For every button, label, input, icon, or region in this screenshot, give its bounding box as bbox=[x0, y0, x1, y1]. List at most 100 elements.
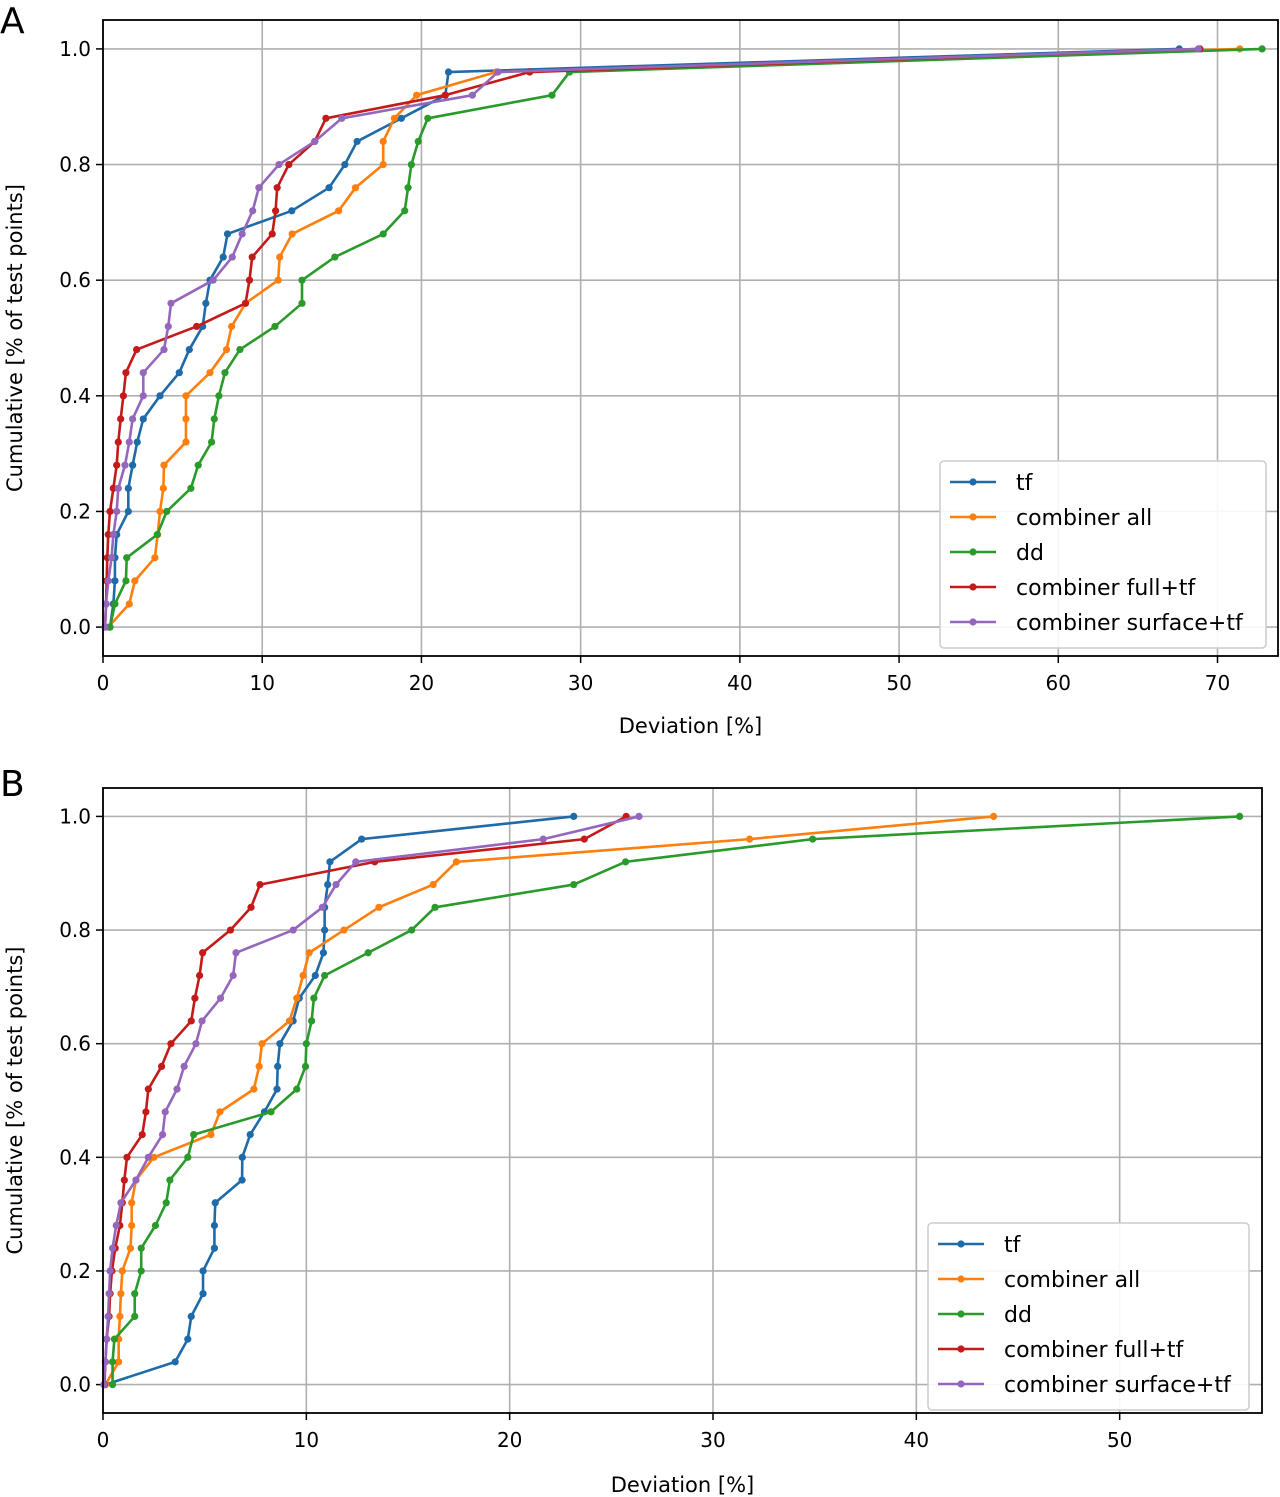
x-tick-label: 50 bbox=[1107, 1428, 1132, 1452]
x-tick-label: 30 bbox=[700, 1428, 725, 1452]
data-point bbox=[324, 880, 332, 889]
legend-item: tf bbox=[938, 1233, 1022, 1258]
data-point bbox=[167, 299, 175, 307]
data-point bbox=[199, 949, 207, 957]
legend-label: combiner surface+tf bbox=[1016, 611, 1244, 636]
legend-label: combiner surface+tf bbox=[1004, 1373, 1232, 1398]
data-point bbox=[267, 1108, 275, 1116]
series-combiner-surface-tf bbox=[100, 812, 643, 1389]
data-point bbox=[397, 114, 405, 122]
data-point bbox=[195, 971, 204, 980]
series-line bbox=[108, 47, 1180, 628]
legend-swatch-marker bbox=[957, 1240, 965, 1248]
data-point bbox=[310, 994, 318, 1002]
legend: tf combiner all dd combiner full+tf combiner… bbox=[939, 460, 1267, 649]
data-point bbox=[621, 858, 630, 866]
data-point bbox=[299, 971, 307, 980]
data-point bbox=[580, 835, 588, 843]
data-point bbox=[228, 322, 236, 331]
data-point bbox=[111, 600, 119, 608]
data-point bbox=[106, 1267, 114, 1275]
data-point bbox=[210, 1244, 219, 1252]
data-point bbox=[171, 1358, 179, 1366]
data-point bbox=[321, 926, 329, 934]
data-point bbox=[273, 184, 281, 192]
legend-label: tf bbox=[1004, 1233, 1022, 1258]
data-point bbox=[112, 1221, 120, 1230]
data-point bbox=[570, 812, 578, 821]
series-line bbox=[105, 815, 574, 1386]
legend-swatch-marker bbox=[957, 1310, 965, 1318]
data-point bbox=[401, 207, 409, 215]
legend-item: combiner surface+tf bbox=[938, 1373, 1232, 1398]
data-point bbox=[229, 971, 237, 980]
data-point bbox=[273, 1085, 281, 1093]
data-point bbox=[187, 484, 195, 492]
data-point bbox=[271, 322, 279, 331]
data-point bbox=[298, 276, 306, 284]
data-point bbox=[184, 1335, 192, 1343]
data-point bbox=[123, 1153, 131, 1161]
data-point bbox=[133, 438, 141, 446]
data-point bbox=[184, 1153, 192, 1161]
data-point bbox=[407, 160, 415, 169]
data-point bbox=[198, 1017, 206, 1025]
data-point bbox=[241, 299, 250, 307]
data-point bbox=[125, 438, 133, 446]
data-point bbox=[326, 858, 334, 866]
legend-item: combiner full+tf bbox=[938, 1338, 1185, 1363]
series-combiner-all bbox=[101, 812, 998, 1389]
data-point bbox=[103, 1335, 111, 1343]
x-tick-label: 40 bbox=[727, 671, 752, 695]
data-point bbox=[255, 1062, 263, 1071]
legend-label: dd bbox=[1016, 541, 1044, 566]
data-point bbox=[223, 230, 232, 238]
data-point bbox=[276, 253, 284, 261]
panel-label: B bbox=[0, 764, 25, 805]
data-point bbox=[245, 276, 254, 284]
data-point bbox=[375, 903, 383, 911]
data-point bbox=[128, 1199, 136, 1207]
y-tick-label: 0.0 bbox=[59, 1373, 91, 1397]
data-point bbox=[156, 392, 164, 400]
data-point bbox=[226, 926, 235, 934]
data-point bbox=[191, 994, 199, 1002]
data-point bbox=[210, 1221, 219, 1230]
y-tick-label: 0.2 bbox=[59, 499, 91, 523]
data-point bbox=[175, 369, 183, 377]
series-line bbox=[103, 47, 1199, 628]
data-point bbox=[144, 1153, 152, 1161]
data-point bbox=[340, 926, 348, 934]
data-point bbox=[121, 461, 129, 469]
data-point bbox=[137, 1244, 145, 1252]
data-point bbox=[117, 415, 125, 423]
data-point bbox=[746, 835, 754, 843]
legend-item: combiner all bbox=[950, 506, 1152, 531]
data-point bbox=[109, 530, 117, 539]
data-point bbox=[444, 68, 453, 76]
data-point bbox=[105, 1290, 113, 1298]
chart-panel-b: 0 10 20 30 40 50 0.0 0.2 0.4 0.6 0.8 1.0 Deviation [… bbox=[0, 764, 1263, 1497]
data-point bbox=[379, 160, 387, 169]
data-point bbox=[187, 1017, 195, 1025]
data-point bbox=[139, 369, 147, 377]
data-point bbox=[123, 554, 131, 562]
chart-panel-a: 0 10 20 30 40 50 60 70 0.0 0.2 0.4 0.6 0.8 1.0 Deviati… bbox=[0, 1, 1279, 738]
series-dd bbox=[106, 45, 1266, 631]
data-point bbox=[494, 68, 502, 76]
data-point bbox=[285, 1017, 294, 1025]
data-point bbox=[285, 160, 293, 169]
data-point bbox=[114, 484, 122, 492]
x-tick-label: 70 bbox=[1205, 671, 1230, 695]
data-point bbox=[160, 345, 168, 354]
data-point bbox=[199, 1290, 207, 1298]
data-point bbox=[268, 230, 276, 238]
data-point bbox=[131, 577, 139, 585]
legend-swatch-marker bbox=[969, 513, 977, 521]
y-axis-label: Cumulative [% of test points] bbox=[3, 947, 27, 1255]
series-line bbox=[102, 815, 640, 1385]
x-tick-label: 10 bbox=[294, 1428, 319, 1452]
data-point bbox=[182, 438, 190, 446]
legend-label: combiner full+tf bbox=[1016, 576, 1197, 601]
data-point bbox=[338, 114, 346, 122]
